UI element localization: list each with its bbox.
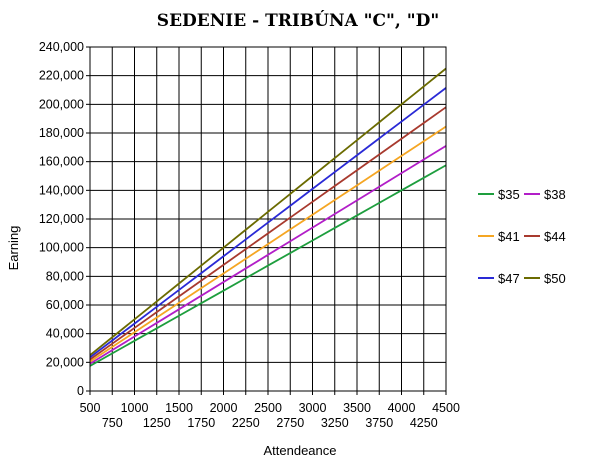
y-axis-ticks: 0 20,000 40,000 60,000 80,000 100,000 120,000 1… (39, 40, 90, 398)
x-tick-label: 4250 (410, 416, 438, 430)
x-tick-label: 2000 (210, 401, 238, 415)
series-line-41 (89, 125, 447, 363)
x-tick-label: 500 (80, 401, 101, 415)
legend-label-38: $38 (544, 187, 566, 202)
x-tick-label: 4000 (388, 401, 416, 415)
x-tick-label: 2250 (232, 416, 260, 430)
series-lines (89, 67, 447, 367)
gridlines (89, 46, 447, 392)
x-tick-label: 1750 (187, 416, 215, 430)
x-tick-label: 4500 (432, 401, 460, 415)
legend-label-44: $44 (544, 229, 566, 244)
legend-label-47: $47 (498, 271, 520, 286)
x-tick-label: 1250 (143, 416, 171, 430)
series-line-50 (89, 67, 447, 356)
y-tick-label: 140,000 (39, 183, 84, 197)
series-line-38 (89, 145, 447, 365)
y-tick-label: 120,000 (39, 212, 84, 226)
x-tick-label: 1500 (165, 401, 193, 415)
y-tick-label: 0 (77, 384, 84, 398)
x-tick-label: 2750 (276, 416, 304, 430)
legend-label-41: $41 (498, 229, 520, 244)
series-line-44 (89, 106, 447, 361)
chart-title: SEDENIE - TRIBÚNA "C", "D" (157, 10, 439, 31)
y-tick-label: 60,000 (46, 298, 84, 312)
y-tick-label: 100,000 (39, 241, 84, 255)
legend-label-50: $50 (544, 271, 566, 286)
x-tick-label: 3500 (343, 401, 371, 415)
series-line-35 (89, 164, 447, 367)
y-tick-label: 220,000 (39, 69, 84, 83)
x-axis-ticks: 500 1000 1500 2000 2500 3000 3500 4000 4500 750 12… (80, 391, 460, 430)
y-tick-label: 160,000 (39, 155, 84, 169)
y-tick-label: 80,000 (46, 269, 84, 283)
y-tick-label: 40,000 (46, 327, 84, 341)
x-tick-label: 3000 (299, 401, 327, 415)
y-tick-label: 20,000 (46, 355, 84, 369)
y-tick-label: 240,000 (39, 40, 84, 54)
series-line-47 (89, 87, 447, 359)
x-axis-label: Attendeance (263, 443, 336, 458)
x-tick-label: 3750 (365, 416, 393, 430)
x-tick-label: 2500 (254, 401, 282, 415)
legend-label-35: $35 (498, 187, 520, 202)
y-tick-label: 200,000 (39, 97, 84, 111)
x-tick-label: 3250 (321, 416, 349, 430)
y-axis-label: Earning (6, 226, 21, 271)
x-tick-label: 750 (102, 416, 123, 430)
y-tick-label: 180,000 (39, 126, 84, 140)
x-tick-label: 1000 (121, 401, 149, 415)
legend: $35 $38 $41 $44 $47 $50 (478, 187, 566, 286)
